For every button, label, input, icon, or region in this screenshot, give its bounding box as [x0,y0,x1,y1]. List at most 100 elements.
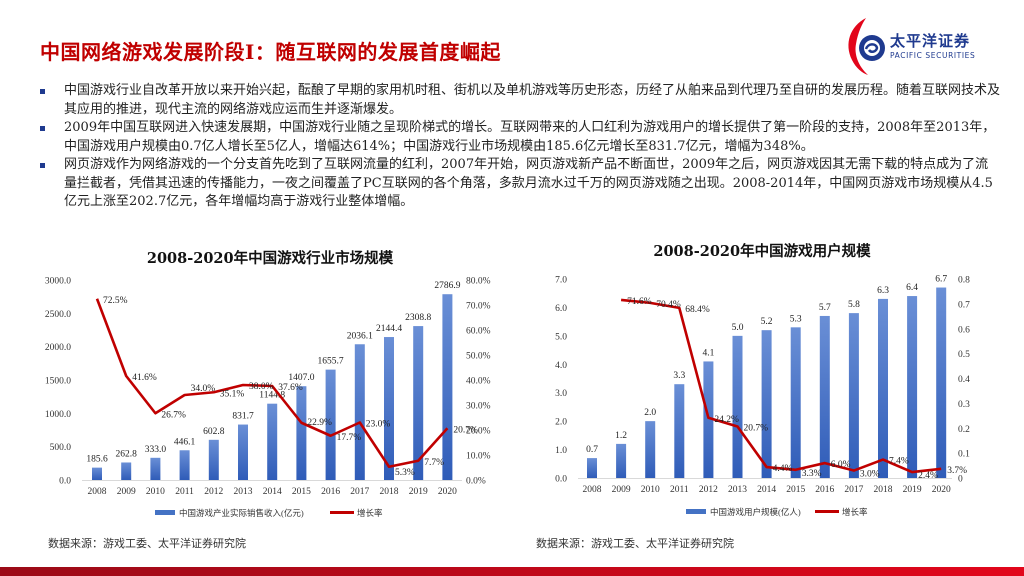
line-value-label: 3.0% [860,470,880,480]
bar-value-label: 446.1 [174,437,196,447]
y2-axis-tick: 0.3 [958,400,970,410]
x-axis-tick: 2017 [350,487,369,497]
bar-value-label: 262.8 [116,449,138,459]
y2-axis-tick: 0.0% [466,477,486,487]
y2-axis-tick: 0 [958,475,963,485]
line-value-label: 5.3% [395,468,415,478]
bar [936,287,947,478]
line-value-label: 68.4% [685,305,710,315]
y-axis-tick: 7.0 [555,276,567,286]
legend-line-swatch [330,511,354,514]
bar-value-label: 6.4 [906,283,918,293]
market-size-chart: 0.0 500.0 1000.0 1500.0 2000.0 2500.0 3000.0 0.… [45,277,491,519]
line-value-label: 2.4% [918,471,938,481]
line-value-label: 17.7% [337,433,362,443]
y2-axis-tick: 80.0% [466,277,491,287]
bar [150,457,161,480]
bar-value-label: 333.0 [145,445,167,455]
bar-value-label: 2144.4 [376,324,402,334]
line-value-label: 35.1% [220,389,245,399]
x-axis-tick: 2013 [728,485,747,495]
x-axis-tick: 2010 [146,487,165,497]
x-axis-tick: 2012 [699,485,718,495]
line-value-label: 20.7% [744,424,769,434]
y2-axis-tick: 0.8 [958,276,970,286]
y-axis-tick: 1.0 [555,446,567,456]
x-axis-tick: 2016 [815,485,834,495]
x-axis-tick: 2020 [932,485,951,495]
x-axis-tick: 2009 [612,485,631,495]
bar-value-label: 185.6 [86,455,108,465]
x-axis-tick: 2015 [786,485,805,495]
chart-title-market-size: 2008-2020年中国游戏行业市场规模 [146,250,394,267]
bar [442,294,453,480]
bar [267,403,278,480]
y2-axis-tick: 10.0% [466,452,491,462]
x-axis-tick: 2015 [292,487,311,497]
growth-rate-line [95,298,449,469]
line-value-label: 41.6% [132,373,157,383]
y2-axis-tick: 20.0% [466,427,491,437]
bar-value-label: 6.3 [877,286,889,296]
y2-axis-tick: 0.7 [958,300,970,310]
chart-title-user-scale: 2008-2020年中国游戏用户规模 [653,243,871,260]
bullet-square-icon [40,163,45,168]
line-value-label: 20.7% [453,425,478,435]
bar [121,462,132,480]
data-source-right: 数据来源：游戏工委、太平洋证券研究院 [536,537,734,550]
x-axis-tick: 2019 [903,485,922,495]
legend-bar-swatch [155,510,175,515]
bar [819,315,830,478]
y2-axis-tick: 0.6 [958,325,970,335]
bar [238,424,248,480]
line-value-label: 72.5% [103,296,128,306]
bullet-item: 2009年中国互联网进入快速发展期，中国游戏行业随之呈现阶梯式的增长。互联网带来… [40,119,1000,156]
y-axis-tick: 5.0 [555,332,567,342]
y2-axis-tick: 50.0% [466,352,491,362]
x-axis-tick: 2012 [204,487,223,497]
bar [761,330,772,478]
x-axis-tick: 2013 [234,487,253,497]
y-axis-tick: 2500.0 [45,310,71,320]
bar [732,335,743,478]
bar-value-label: 602.8 [203,427,225,437]
y2-axis-tick: 40.0% [466,377,491,387]
bar [208,439,219,480]
x-axis-tick: 2019 [409,487,428,497]
bar [674,384,685,478]
company-logo: 太平洋证券 PACIFIC SECURITIES [842,16,1012,76]
legend-bar-swatch [686,509,706,514]
legend-bar-label: 中国游戏用户规模(亿人) [710,507,801,517]
bar-value-label: 5.8 [848,300,860,310]
legend-line-swatch [815,510,839,513]
footer-bar [0,567,1024,576]
y-axis-tick: 0.0 [59,477,71,487]
x-axis-tick: 2009 [117,487,136,497]
pacific-securities-logo-icon [848,18,885,75]
y2-axis-tick: 30.0% [466,402,491,412]
line-value-label: 26.7% [161,410,186,420]
bar [616,443,627,478]
x-axis-tick: 2011 [670,485,689,495]
bullet-text: 2009年中国互联网进入快速发展期，中国游戏行业随之呈现阶梯式的增长。互联网带来… [64,120,996,154]
x-axis-tick: 2008 [88,487,107,497]
bullet-text: 中国游戏行业自改革开放以来开始兴起，酝酿了早期的家用机时租、街机以及单机游戏等历… [64,83,1001,117]
bar-value-label: 2308.8 [405,313,431,323]
bar [354,344,365,480]
x-axis-tick: 2014 [757,485,776,495]
bar-value-label: 1.2 [615,431,627,441]
x-axis-tick: 2014 [263,487,282,497]
growth-rate-line [620,298,942,474]
line-value-label: 7.7% [424,458,444,468]
x-axis-tick: 2011 [175,487,194,497]
y2-axis-tick: 0.5 [958,350,970,360]
x-axis-tick: 2017 [844,485,863,495]
bar [703,361,714,478]
logo-text-cn: 太平洋证券 [890,32,971,50]
y2-axis-tick: 70.0% [466,302,491,312]
y-axis-tick: 3.0 [555,389,567,399]
y2-axis-tick: 0.2 [958,425,970,435]
bar [587,458,597,478]
bar [92,467,102,480]
line-value-label: 22.9% [307,418,332,428]
